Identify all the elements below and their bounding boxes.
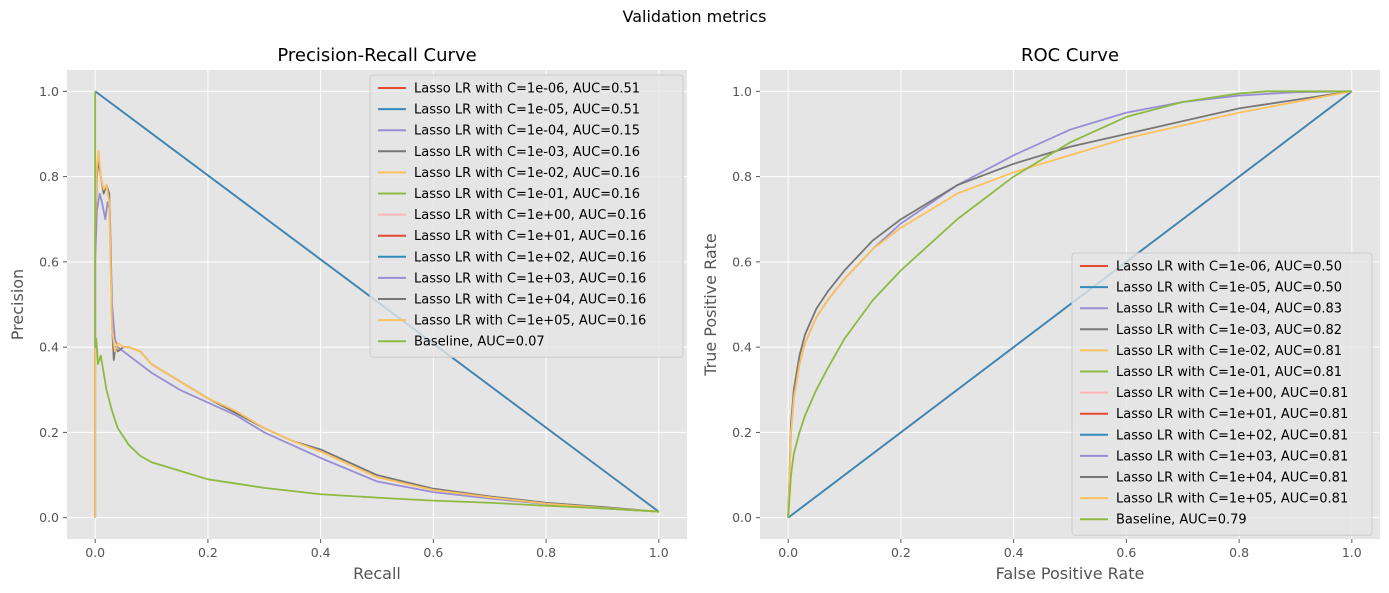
precision-recall-chart: 0.0 0.2 0.4 0.6 0.8 1.0 0.0 0.2 0.4 0.6 0.8 1.0 Prec… [8,45,687,583]
chart-title: Precision-Recall Curve [277,45,476,66]
legend-entry: Lasso LR with C=1e+04, AUC=0.16 [414,293,646,308]
legend-entry: Baseline, AUC=0.07 [414,335,545,350]
y-tick-label: 0.6 [732,254,752,269]
figure-suptitle: Validation metrics [622,7,767,26]
legend-entry: Lasso LR with C=1e+02, AUC=0.81 [1116,428,1348,443]
legend-entry: Lasso LR with C=1e+01, AUC=0.81 [1116,407,1348,422]
legend-entry: Lasso LR with C=1e+00, AUC=0.16 [414,208,646,223]
roc-chart: 0.0 0.2 0.4 0.6 0.8 1.0 0.0 0.2 0.4 0.6 0.8 1.0 ROC … [701,45,1380,583]
legend-entry: Lasso LR with C=1e-06, AUC=0.51 [414,82,640,97]
series-line [94,91,659,513]
x-tick-label: 0.0 [85,545,105,560]
legend-entry: Lasso LR with C=1e+03, AUC=0.81 [1116,449,1348,464]
x-tick-label: 1.0 [1342,545,1362,560]
legend-entry: Lasso LR with C=1e-02, AUC=0.81 [1116,344,1342,359]
legend-entry: Lasso LR with C=1e-01, AUC=0.16 [414,187,640,202]
legend-entry: Lasso LR with C=1e+05, AUC=0.16 [414,314,646,329]
legend: Lasso LR with C=1e-06, AUC=0.51 Lasso LR … [369,74,684,358]
legend: Lasso LR with C=1e-06, AUC=0.50 Lasso LR … [1071,252,1373,536]
y-tick-label: 0.0 [732,510,752,525]
y-tick-label: 0.6 [39,254,59,269]
x-tick-label: 1.0 [649,545,669,560]
legend-entry: Lasso LR with C=1e-04, AUC=0.15 [414,124,640,139]
x-axis-label: False Positive Rate [996,564,1145,583]
legend-entry: Lasso LR with C=1e+00, AUC=0.81 [1116,386,1348,401]
x-tick-label: 0.4 [311,545,331,560]
x-tick-label: 0.2 [198,545,218,560]
x-tick-label: 0.8 [536,545,556,560]
legend-entry: Lasso LR with C=1e+04, AUC=0.81 [1116,471,1348,486]
legend-frame [369,74,684,358]
series-lines [787,90,1353,519]
legend-entry: Lasso LR with C=1e-02, AUC=0.16 [414,166,640,181]
y-tick-label: 0.0 [39,510,59,525]
y-tick-label: 0.2 [39,425,59,440]
legend-entry: Lasso LR with C=1e-03, AUC=0.16 [414,145,640,160]
series-line [787,90,1352,518]
legend-entry: Lasso LR with C=1e-03, AUC=0.82 [1116,323,1342,338]
y-tick-label: 0.8 [732,169,752,184]
legend-frame [1071,252,1373,536]
series-line [787,90,1353,519]
y-axis-label: True Positive Rate [701,233,720,377]
legend-entry: Lasso LR with C=1e+01, AUC=0.16 [414,229,646,244]
y-tick-label: 0.8 [39,169,59,184]
legend-entry: Lasso LR with C=1e+02, AUC=0.16 [414,250,646,265]
y-tick-label: 0.2 [732,425,752,440]
x-axis-label: Recall [353,564,401,583]
legend-entry: Lasso LR with C=1e+05, AUC=0.81 [1116,492,1348,507]
legend-entry: Lasso LR with C=1e-06, AUC=0.50 [1116,260,1342,275]
series-line [94,192,659,518]
x-tick-label: 0.8 [1229,545,1249,560]
y-axis-label: Precision [8,269,27,340]
x-tick-label: 0.2 [891,545,911,560]
series-line [787,90,1352,518]
y-tick-label: 1.0 [39,84,59,99]
x-tick-label: 0.6 [1116,545,1136,560]
legend-entry: Lasso LR with C=1e-05, AUC=0.50 [1116,281,1342,296]
y-tick-label: 0.4 [732,340,752,355]
legend-entry: Baseline, AUC=0.79 [1116,513,1247,528]
series-line [787,90,1352,518]
legend-entry: Lasso LR with C=1e-05, AUC=0.51 [414,103,640,118]
x-tick-label: 0.4 [1004,545,1024,560]
series-line [94,150,659,518]
legend-entry: Lasso LR with C=1e+03, AUC=0.16 [414,271,646,286]
legend-entry: Lasso LR with C=1e-01, AUC=0.81 [1116,365,1342,380]
chart-title: ROC Curve [1021,45,1119,66]
y-tick-label: 0.4 [39,340,59,355]
x-tick-label: 0.6 [423,545,443,560]
y-tick-label: 1.0 [732,84,752,99]
x-tick-label: 0.0 [778,545,798,560]
legend-entry: Lasso LR with C=1e-04, AUC=0.83 [1116,302,1342,317]
